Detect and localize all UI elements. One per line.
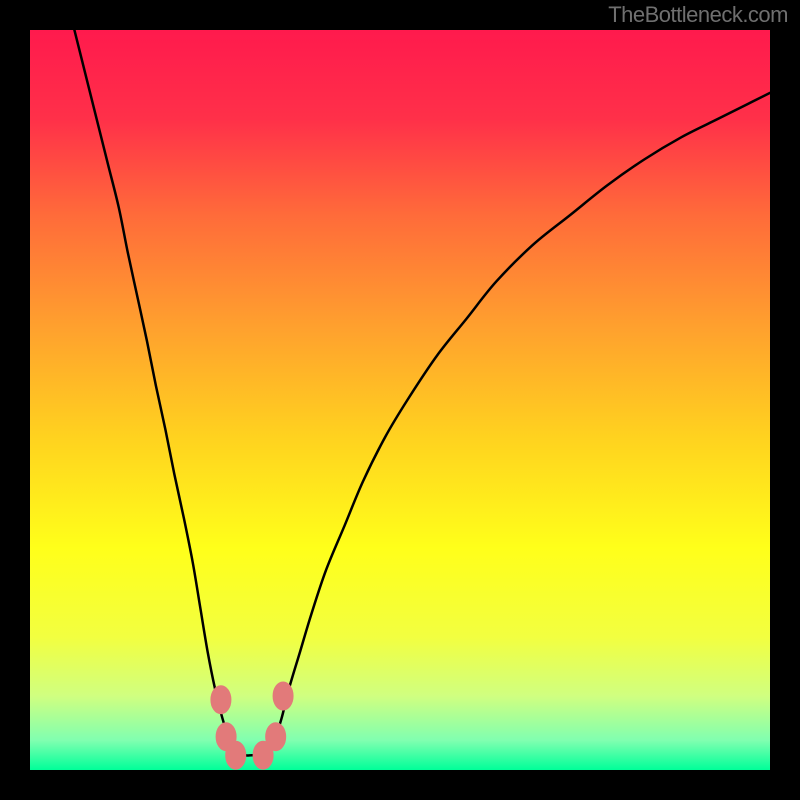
highlight-marker: [266, 723, 286, 751]
bottleneck-curve-chart: [30, 30, 770, 770]
plot-area: [30, 30, 770, 770]
watermark-text: TheBottleneck.com: [608, 2, 788, 28]
highlight-marker: [273, 682, 293, 710]
gradient-background: [30, 30, 770, 770]
chart-container: TheBottleneck.com: [0, 0, 800, 800]
highlight-marker: [211, 686, 231, 714]
highlight-marker: [226, 741, 246, 769]
